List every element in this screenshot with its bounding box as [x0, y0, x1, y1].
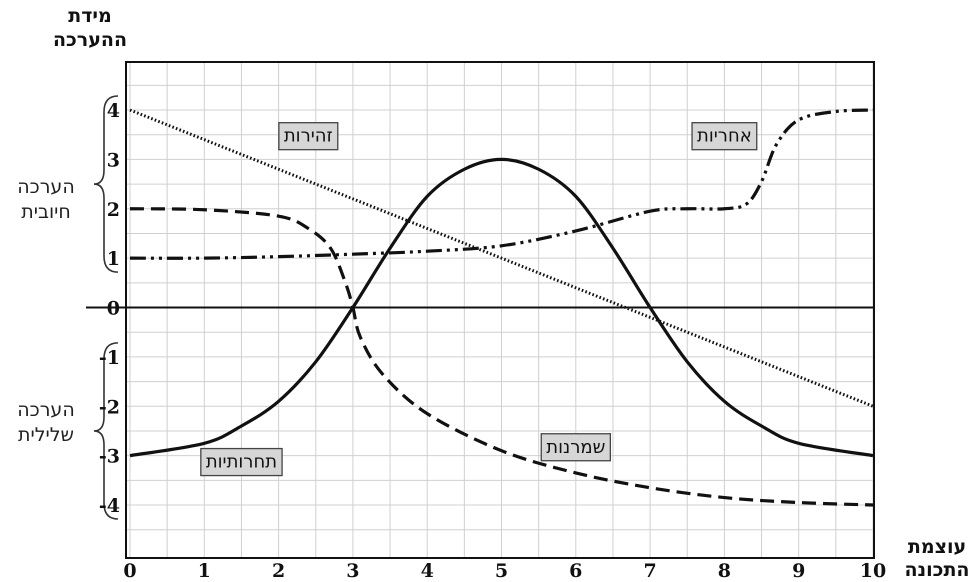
group-braces: [93, 95, 119, 520]
x-tick-label: 5: [495, 560, 508, 582]
x-axis-title: עוצמת התכונה: [904, 536, 970, 581]
series-label-text: אחריות: [697, 126, 752, 147]
series-label-text: זהירות: [284, 126, 333, 147]
x-tick-label: 2: [272, 560, 285, 582]
positive-group-label: הערכה חיובית: [0, 175, 92, 225]
x-tick-label: 10: [860, 560, 886, 582]
series-label-text: שמרנות: [546, 437, 605, 458]
negative-group-label-line1: הערכה: [17, 399, 75, 421]
y-tick-label: -4: [99, 495, 120, 517]
series-line-2: [129, 207, 874, 507]
grid-lines: [86, 62, 874, 558]
series-label-text: תחרותיות: [206, 452, 277, 473]
y-axis-title: מידת ההערכה: [52, 5, 127, 51]
negative-group-label-line2: שלילית: [17, 424, 75, 446]
y-tick-label: -3: [99, 446, 120, 468]
negative-group-label: הערכה שלילית: [0, 398, 92, 448]
positive-group-brace: [93, 95, 119, 273]
y-tick-label: 2: [107, 199, 120, 221]
series-layer: [129, 108, 874, 507]
negative-group-brace: [93, 342, 119, 520]
series-label-2: שמרנות: [540, 433, 611, 462]
series-label-box: [691, 122, 758, 151]
x-tick-label: 4: [421, 560, 434, 582]
positive-group-label-line2: חיובית: [21, 201, 71, 223]
y-tick-label: -2: [99, 396, 120, 418]
series-label-3: תחרותיות: [200, 447, 283, 477]
series-labels: זהירות אחריות שמרנות תחרותיות: [200, 122, 758, 477]
y-tick-label: 4: [107, 100, 120, 122]
y-tick-label: 3: [107, 149, 120, 171]
x-tick-label: 1: [198, 560, 211, 582]
series-line-3: [129, 157, 874, 458]
series-label-1: אחריות: [691, 122, 758, 151]
y-tick-label: -1: [99, 347, 120, 369]
series-label-box: [278, 122, 339, 151]
positive-group-label-line1: הערכה: [17, 176, 75, 198]
x-tick-label: 7: [643, 560, 656, 582]
y-tick-label: 1: [107, 248, 120, 270]
plot-frame: [125, 61, 875, 559]
x-tick-label: 8: [718, 560, 731, 582]
series-label-0: זהירות: [278, 122, 339, 151]
y-tick-label: 0: [107, 298, 120, 320]
x-tick-label: 0: [123, 560, 136, 582]
series-label-box: [540, 433, 611, 462]
x-tick-label: 9: [792, 560, 805, 582]
series-line-0: [129, 108, 874, 408]
series-label-box: [200, 447, 283, 477]
x-tick-label: 3: [346, 560, 359, 582]
series-line-1: [129, 108, 874, 260]
x-tick-label: 6: [569, 560, 582, 582]
